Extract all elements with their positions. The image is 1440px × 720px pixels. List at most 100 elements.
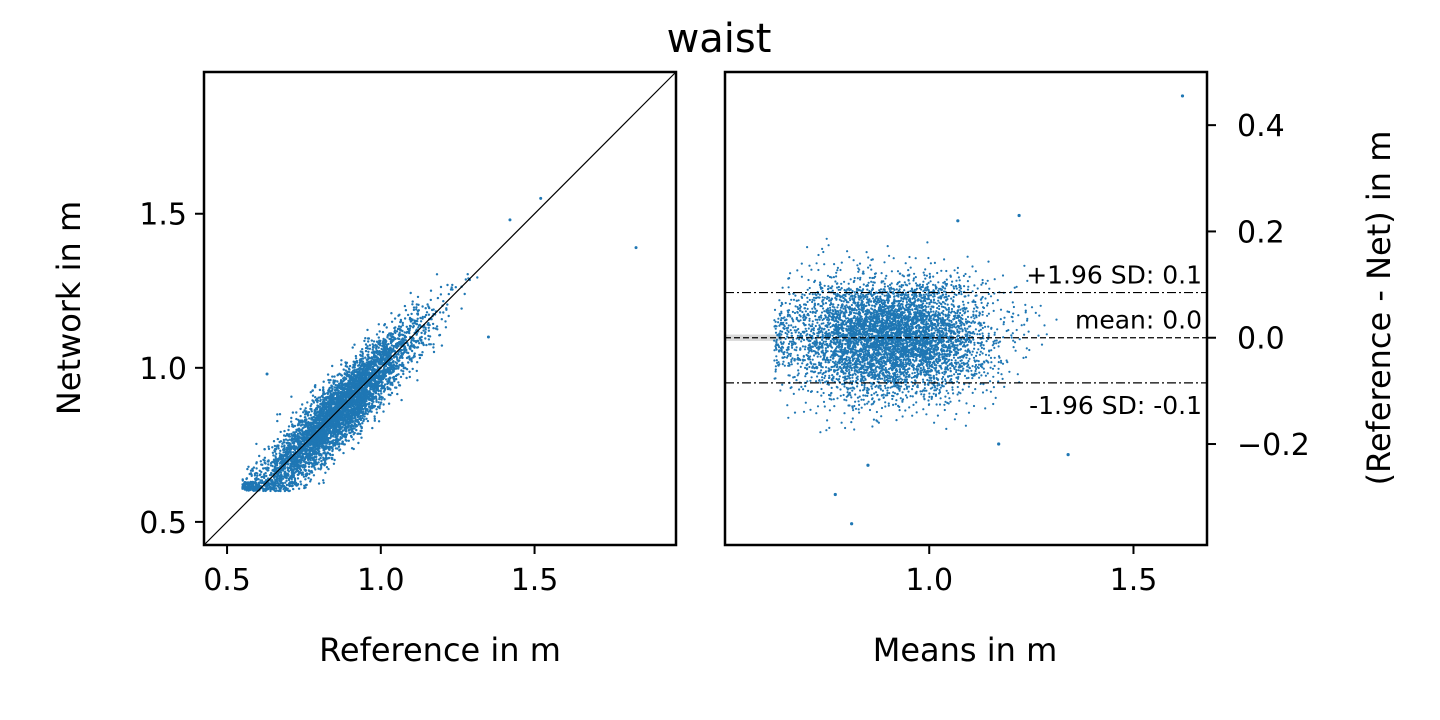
left-scatter-point: [378, 397, 381, 401]
left-scatter-point: [261, 463, 264, 466]
left-scatter-point: [393, 317, 397, 320]
left-scatter-point: [409, 325, 412, 328]
left-scatter-point: [412, 337, 415, 340]
left-scatter-point: [348, 386, 351, 389]
left-scatter-point: [322, 481, 325, 484]
left-scatter-point: [379, 375, 382, 379]
left-scatter-point: [412, 345, 415, 348]
left-scatter-point: [257, 481, 260, 485]
left-scatter-point: [332, 382, 335, 385]
left-scatter-point: [400, 352, 403, 355]
left-scatter-point: [438, 333, 442, 337]
left-scatter-point: [340, 390, 343, 393]
left-scatter-point: [355, 371, 359, 374]
left-scatter-point: [304, 478, 307, 481]
left-scatter-point: [388, 387, 391, 390]
left-scatter-point: [424, 337, 427, 340]
left-scatter-point: [331, 457, 334, 460]
left-scatter-point: [409, 320, 413, 323]
left-scatter-point: [308, 472, 311, 476]
left-scatter-point: [317, 451, 320, 454]
left-scatter-point: [335, 388, 338, 391]
left-scatter-point: [338, 382, 341, 385]
left-scatter-point: [395, 373, 399, 377]
left-scatter-point: [295, 430, 298, 433]
left-scatter-point: [288, 438, 291, 441]
left-scatter-point: [385, 326, 388, 329]
left-scatter-point: [357, 367, 360, 370]
left-scatter-point: [264, 467, 267, 470]
left-scatter-point: [382, 375, 385, 379]
left-scatter-point: [357, 412, 361, 416]
left-scatter-point: [332, 444, 335, 447]
left-scatter-point: [266, 466, 269, 469]
left-scatter-point: [357, 379, 360, 382]
left-scatter-point: [371, 402, 374, 405]
left-scatter-point: [336, 443, 339, 446]
left-scatter-point: [354, 357, 358, 360]
left-scatter-point: [322, 380, 325, 383]
left-scatter-point: [372, 367, 375, 371]
left-scatter-point: [248, 482, 251, 485]
left-scatter-point: [367, 398, 370, 401]
left-scatter-point: [399, 343, 402, 346]
left-scatter-point: [329, 426, 332, 429]
left-scatter-point: [344, 438, 347, 442]
left-scatter-point: [354, 418, 357, 421]
left-scatter-point: [353, 374, 356, 377]
left-scatter-point: [269, 479, 272, 482]
left-scatter-point: [329, 431, 332, 434]
left-scatter-point: [327, 467, 330, 471]
left-scatter-point: [451, 288, 454, 291]
left-scatter-point: [431, 322, 435, 326]
left-scatter-point: [360, 381, 363, 385]
left-scatter-point: [348, 381, 351, 384]
left-scatter-point: [372, 346, 375, 349]
left-scatter-point: [361, 348, 364, 351]
left-scatter-point: [369, 372, 373, 375]
left-scatter-point: [339, 425, 342, 428]
left-scatter-point: [438, 311, 442, 314]
left-scatter-point: [318, 458, 321, 461]
left-scatter-point: [401, 324, 404, 327]
left-scatter-point: [288, 435, 292, 438]
left-scatter-point: [348, 376, 351, 379]
left-scatter-point: [300, 457, 303, 460]
left-scatter-point: [332, 432, 335, 435]
left-scatter-point: [401, 361, 404, 365]
left-scatter-point: [277, 489, 280, 493]
left-scatter-point: [272, 468, 275, 471]
left-scatter-point: [251, 480, 255, 484]
left-scatter-point: [355, 428, 358, 432]
left-scatter-point: [389, 334, 392, 337]
left-scatter-point: [444, 320, 447, 323]
left-scatter-point: [389, 332, 392, 335]
left-scatter-point: [365, 417, 368, 420]
left-scatter-point: [259, 479, 262, 482]
left-scatter-point: [391, 365, 395, 368]
left-scatter-point: [383, 341, 386, 344]
left-scatter-point: [340, 436, 343, 440]
left-scatter-point: [302, 435, 305, 438]
left-scatter-point: [299, 421, 302, 424]
left-scatter-point: [381, 344, 384, 348]
left-scatter-point: [331, 385, 334, 388]
left-scatter-point: [263, 456, 267, 459]
left-scatter-point: [287, 428, 290, 432]
left-scatter-point: [279, 449, 282, 452]
left-scatter-point: [419, 320, 423, 323]
left-scatter-point: [285, 432, 289, 436]
left-scatter-point: [375, 333, 379, 336]
left-scatter-point: [337, 412, 340, 415]
left-scatter-point: [382, 410, 385, 413]
left-scatter-point: [310, 403, 313, 406]
left-scatter-point: [345, 419, 349, 422]
left-scatter-point: [392, 378, 396, 381]
left-scatter-point: [420, 335, 423, 339]
left-scatter-point: [329, 433, 333, 437]
left-scatter-point: [368, 402, 371, 405]
left-scatter-point: [368, 344, 372, 347]
left-scatter-point: [344, 417, 347, 420]
left-scatter-point: [311, 451, 315, 454]
left-scatter-point: [367, 350, 370, 353]
